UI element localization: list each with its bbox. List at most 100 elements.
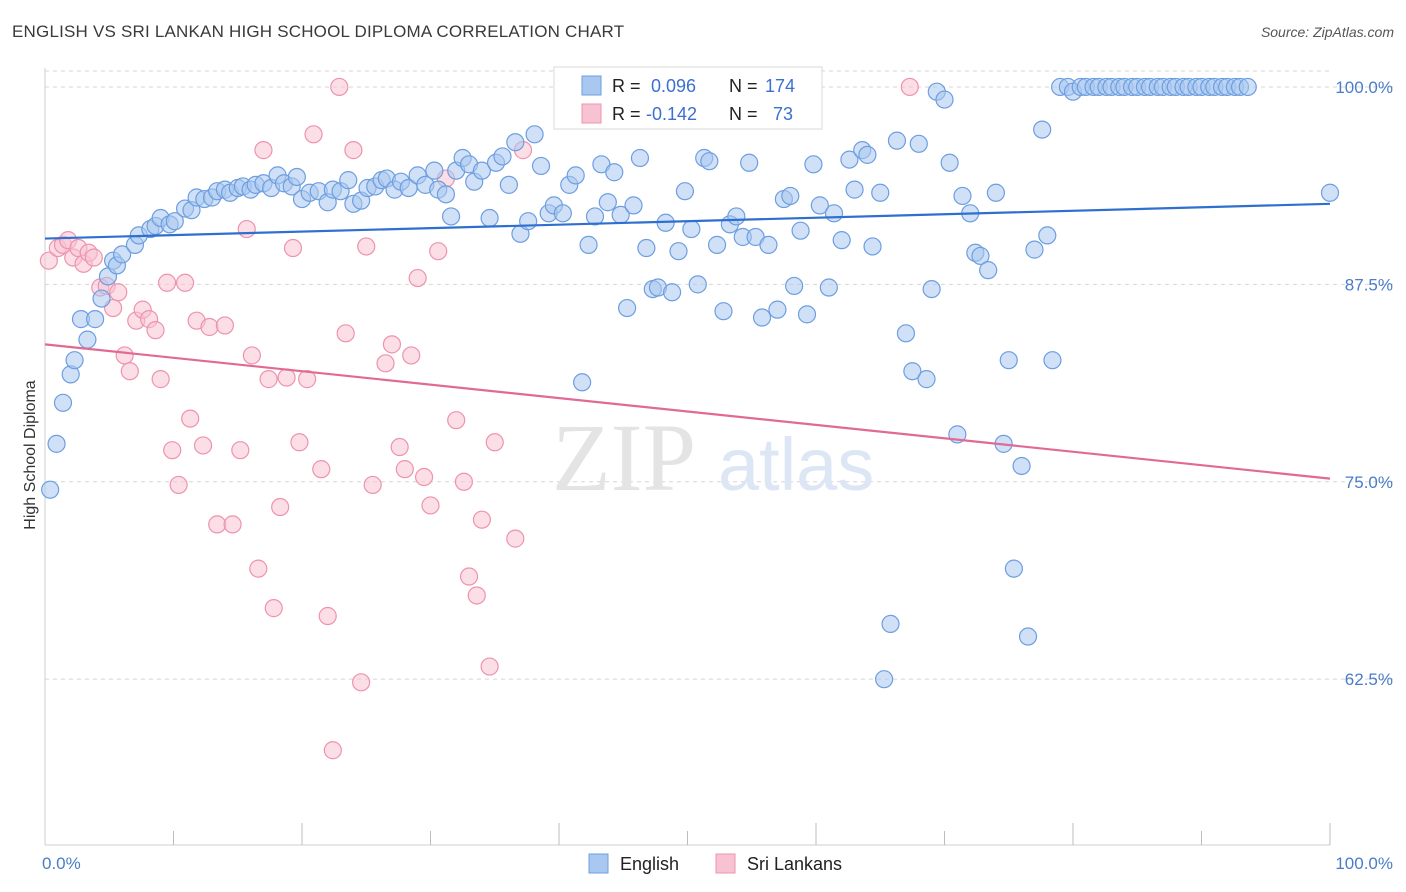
srilankan-point bbox=[115, 346, 134, 365]
srilankan-point bbox=[157, 273, 177, 292]
legend-stats: R = 0.096 N = 174 R = -0.142 N = 73 bbox=[553, 66, 823, 130]
srilankan-point bbox=[271, 497, 290, 517]
srilankan-point bbox=[312, 460, 331, 479]
srilankan-point bbox=[215, 316, 234, 335]
legend-srilankan-r-value: -0.142 bbox=[646, 104, 697, 124]
english-point bbox=[845, 180, 864, 199]
english-point bbox=[618, 298, 637, 318]
legend-bottom-srilankan-label: Sri Lankans bbox=[747, 854, 842, 874]
srilankan-point bbox=[363, 475, 382, 495]
english-point bbox=[682, 219, 701, 239]
srilankan-point bbox=[376, 354, 395, 373]
english-point bbox=[662, 283, 682, 302]
english-point bbox=[1038, 226, 1057, 245]
srilankan-point bbox=[146, 321, 165, 340]
english-point bbox=[707, 235, 727, 254]
source-label: Source: ZipAtlas.com bbox=[1260, 24, 1394, 40]
srilankan-point bbox=[259, 370, 278, 389]
english-point bbox=[624, 196, 643, 215]
srilankan-point bbox=[163, 441, 182, 460]
english-point bbox=[525, 125, 544, 144]
srilankan-point bbox=[200, 317, 219, 337]
srilankan-point bbox=[382, 335, 402, 354]
srilankan-point bbox=[290, 433, 309, 452]
x-ticks bbox=[173, 823, 1331, 845]
english-point bbox=[86, 310, 105, 329]
srilankan-point bbox=[181, 409, 200, 428]
english-point bbox=[740, 153, 759, 172]
srilankan-point bbox=[421, 496, 440, 515]
english-point bbox=[1004, 559, 1023, 578]
english-trend-line bbox=[44, 202, 1331, 240]
legend-english-r-value: 0.096 bbox=[651, 76, 696, 96]
english-point bbox=[871, 183, 890, 202]
english-point bbox=[759, 235, 778, 254]
english-point bbox=[165, 212, 184, 231]
srilankan-point bbox=[223, 515, 242, 534]
english-point bbox=[832, 231, 851, 250]
legend-english-swatch bbox=[581, 75, 602, 96]
srilankan-point bbox=[506, 529, 525, 548]
english-point bbox=[675, 182, 695, 201]
english-point bbox=[531, 156, 551, 176]
srilankan-point bbox=[330, 77, 349, 97]
x-tick-label-max: 100.0% bbox=[1335, 854, 1393, 873]
legend-english-r-label: R = bbox=[612, 76, 641, 96]
english-point bbox=[519, 212, 538, 231]
english-point bbox=[92, 289, 111, 308]
srilankan-point bbox=[352, 673, 371, 692]
english-point bbox=[472, 161, 491, 180]
srilankan-point bbox=[169, 475, 188, 495]
legend-english-n-value: 174 bbox=[765, 76, 795, 96]
srilankan-point bbox=[120, 362, 139, 381]
srilankan-point bbox=[395, 460, 414, 479]
english-point bbox=[896, 324, 916, 343]
english-points bbox=[41, 77, 1340, 689]
english-point bbox=[714, 302, 733, 321]
x-tick-label-min: 0.0% bbox=[42, 854, 81, 873]
y-tick-labels: 100.0% 87.5% 75.0% 62.5% bbox=[1335, 78, 1393, 689]
y-tick-label: 75.0% bbox=[1345, 473, 1393, 492]
english-point bbox=[1320, 183, 1340, 202]
english-point bbox=[700, 152, 719, 171]
english-point bbox=[287, 167, 306, 187]
srilankan-point bbox=[414, 467, 434, 487]
english-point bbox=[669, 242, 688, 261]
english-point bbox=[917, 370, 936, 389]
y-tick-label: 100.0% bbox=[1335, 78, 1393, 97]
grid-lines bbox=[45, 70, 1395, 680]
english-point bbox=[630, 148, 650, 168]
legend-english-n-label: N = bbox=[729, 76, 758, 96]
english-point bbox=[922, 279, 941, 299]
legend-srilankan-n-value: 73 bbox=[773, 104, 793, 124]
srilankan-point bbox=[318, 606, 337, 626]
srilankan-point bbox=[277, 368, 296, 387]
english-point bbox=[804, 155, 823, 174]
english-point bbox=[875, 670, 894, 689]
english-point bbox=[909, 134, 928, 153]
srilankan-point bbox=[357, 237, 376, 256]
english-point bbox=[797, 305, 817, 324]
watermark-zip: ZIP bbox=[552, 404, 696, 511]
srilankan-point bbox=[237, 219, 256, 239]
srilankan-point bbox=[485, 433, 504, 452]
english-point bbox=[506, 133, 525, 152]
english-point bbox=[810, 196, 829, 215]
srilankan-point bbox=[298, 370, 317, 389]
english-point bbox=[858, 145, 877, 164]
legend-srilankan-swatch bbox=[581, 103, 602, 124]
y-axis-label: High School Diploma bbox=[22, 380, 39, 530]
english-point bbox=[553, 204, 572, 223]
english-point bbox=[881, 614, 900, 634]
english-point bbox=[1018, 627, 1038, 646]
srilankan-point bbox=[344, 141, 363, 160]
legend-srilankan-r-label: R = bbox=[612, 104, 641, 124]
srilankan-point bbox=[390, 437, 409, 457]
english-point bbox=[752, 308, 772, 327]
srilankan-point bbox=[231, 441, 250, 460]
srilankan-point bbox=[408, 268, 427, 288]
trend-lines bbox=[44, 202, 1331, 480]
srilankan-point bbox=[336, 324, 355, 343]
srilankan-point bbox=[323, 741, 342, 760]
